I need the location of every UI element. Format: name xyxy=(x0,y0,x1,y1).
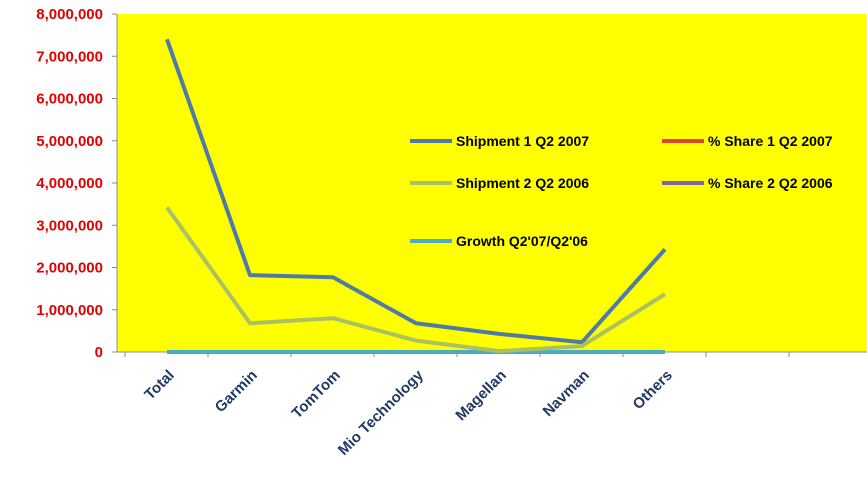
x-tick-label-garmin: Garmin xyxy=(212,367,261,416)
y-tick-label: 0 xyxy=(95,344,103,361)
legend-label-share-2-q2-2006: % Share 2 Q2 2006 xyxy=(708,175,833,191)
y-tick-label: 3,000,000 xyxy=(36,217,103,234)
y-tick-label: 8,000,000 xyxy=(36,6,103,23)
legend: Shipment 1 Q2 2007 % Share 1 Q2 2007 Shipm… xyxy=(410,133,833,249)
series-lines xyxy=(165,38,667,354)
plot-area xyxy=(117,14,867,352)
x-tick-label-magellan: Magellan xyxy=(452,367,509,424)
y-tick-label: 4,000,000 xyxy=(36,175,103,192)
legend-label-shipment-1-q2-2007: Shipment 1 Q2 2007 xyxy=(456,133,589,149)
legend-label-shipment-2-q2-2006: Shipment 2 Q2 2006 xyxy=(456,175,589,191)
y-tick-label: 6,000,000 xyxy=(36,91,103,108)
x-tick-label-others: Others xyxy=(630,367,676,413)
legend-label-share-1-q2-2007: % Share 1 Q2 2007 xyxy=(708,133,833,149)
y-axis-ticks: 0 1,000,000 2,000,000 3,000,000 4,000,000 5,0… xyxy=(36,6,117,361)
y-tick-label: 2,000,000 xyxy=(36,260,103,277)
series-line-shipment-1-q2-2007 xyxy=(165,38,667,345)
y-tick-label: 5,000,000 xyxy=(36,133,103,150)
x-tick-label-mio-technology: Mio Technology xyxy=(335,366,427,458)
y-tick-label: 7,000,000 xyxy=(36,48,103,65)
legend-label-growth-q2-07-q2-06: Growth Q2'07/Q2'06 xyxy=(456,233,588,249)
x-tick-label-tomtom: TomTom xyxy=(289,367,344,422)
x-tick-label-navman: Navman xyxy=(540,367,593,420)
x-tick-label-total: Total xyxy=(141,367,178,404)
y-tick-label: 1,000,000 xyxy=(36,302,103,319)
series-line-shipment-2-q2-2006 xyxy=(165,206,667,354)
